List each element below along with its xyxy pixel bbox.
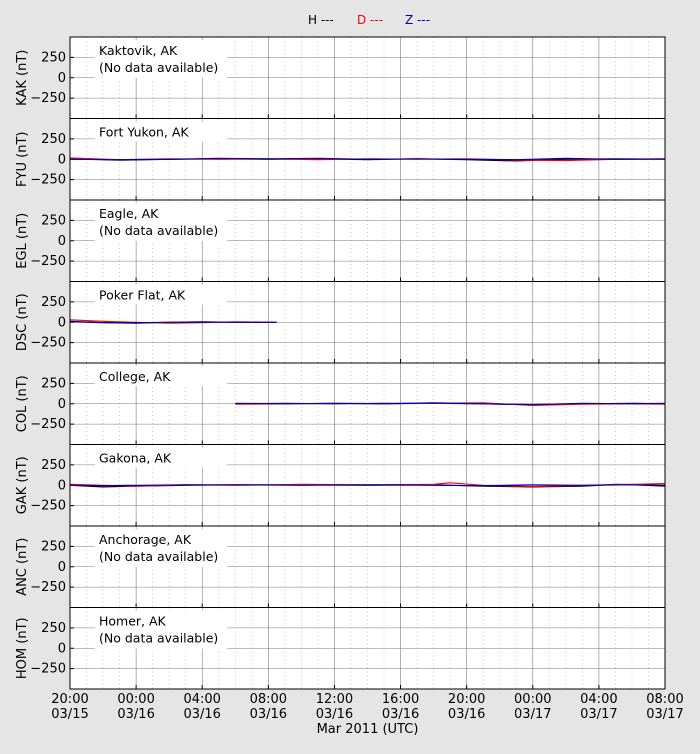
y-tick-label: 0 [58,315,66,330]
y-axis-label: GAK (nT) [15,456,30,514]
x-tick-date-label: 03/16 [183,707,220,722]
x-tick-time-label: 20:00 [51,692,88,707]
y-tick-label: −250 [30,499,66,514]
y-axis-label: ANC (nT) [15,538,30,596]
x-tick-time-label: 16:00 [382,692,419,707]
y-tick-label: 250 [41,539,66,554]
station-label-box [95,447,227,468]
y-tick-label: 250 [41,213,66,228]
no-data-note: (No data available) [99,223,218,238]
x-tick-date-label: 03/17 [580,707,617,722]
y-tick-label: 0 [58,397,66,412]
series-line-Z [69,321,277,324]
station-label-box [95,610,227,649]
y-tick-label: −250 [30,417,66,432]
y-tick-label: −250 [30,580,66,595]
y-tick-label: 0 [58,152,66,167]
x-tick-date-label: 03/15 [51,707,88,722]
legend-entry-0: H --- [308,13,334,27]
y-axis-label: KAK (nT) [15,50,30,106]
y-axis-label: FYU (nT) [15,132,30,187]
station-label-box [95,284,227,305]
station-label: Homer, AK [99,614,167,629]
x-tick-date-label: 03/16 [250,707,287,722]
y-tick-label: 250 [41,376,66,391]
y-tick-label: 250 [41,458,66,473]
station-label: College, AK [99,369,171,384]
no-data-note: (No data available) [99,60,218,75]
station-label-box [95,529,227,567]
x-tick-time-label: 20:00 [448,692,485,707]
y-tick-label: 0 [58,234,66,249]
station-label-box [95,366,227,386]
station-label: Anchorage, AK [99,532,192,547]
y-axis-label: EGL (nT) [15,213,30,269]
station-label-box [95,121,227,142]
y-tick-label: 0 [58,478,66,493]
no-data-note: (No data available) [99,631,218,646]
station-label: Kaktovik, AK [99,43,178,58]
y-axis-label: DSC (nT) [15,293,30,351]
y-tick-label: 250 [41,50,66,65]
y-tick-label: 250 [41,132,66,147]
station-label: Poker Flat, AK [99,288,186,303]
y-tick-label: −250 [30,662,66,677]
x-tick-time-label: 04:00 [580,692,617,707]
x-tick-date-label: 03/16 [316,707,353,722]
station-label: Eagle, AK [99,206,159,221]
panel-frame [69,607,666,690]
legend-entry-2: Z --- [405,13,430,27]
x-tick-time-label: 04:00 [183,692,220,707]
y-tick-label: 0 [58,560,66,575]
x-tick-date-label: 03/17 [514,707,551,722]
series-line-Z [235,402,666,406]
no-data-note: (No data available) [99,549,218,564]
station-label: Gakona, AK [99,451,172,466]
y-tick-label: 250 [41,621,66,636]
y-tick-label: −250 [30,173,66,188]
x-tick-time-label: 08:00 [250,692,287,707]
x-tick-date-label: 03/16 [382,707,419,722]
x-tick-time-label: 00:00 [117,692,154,707]
y-axis-label: COL (nT) [15,375,30,432]
x-tick-date-label: 03/16 [448,707,485,722]
x-tick-time-label: 00:00 [514,692,551,707]
station-label: Fort Yukon, AK [99,125,189,140]
station-label-box [95,40,227,78]
y-tick-label: 250 [41,295,66,310]
y-axis-label: HOM (nT) [15,617,30,679]
x-tick-time-label: 12:00 [316,692,353,707]
series-line-Z [69,484,666,487]
series-line-Z [69,157,666,161]
y-tick-label: −250 [30,254,66,269]
y-tick-label: 0 [58,71,66,86]
y-tick-label: −250 [30,336,66,351]
x-tick-date-label: 03/17 [646,707,683,722]
x-tick-date-label: 03/16 [117,707,154,722]
legend-entry-1: D --- [357,13,383,27]
x-axis-label: Mar 2011 (UTC) [317,722,419,737]
y-tick-label: −250 [30,91,66,106]
x-tick-time-label: 08:00 [646,692,683,707]
station-label-box [95,203,227,241]
y-tick-label: 0 [58,641,66,656]
